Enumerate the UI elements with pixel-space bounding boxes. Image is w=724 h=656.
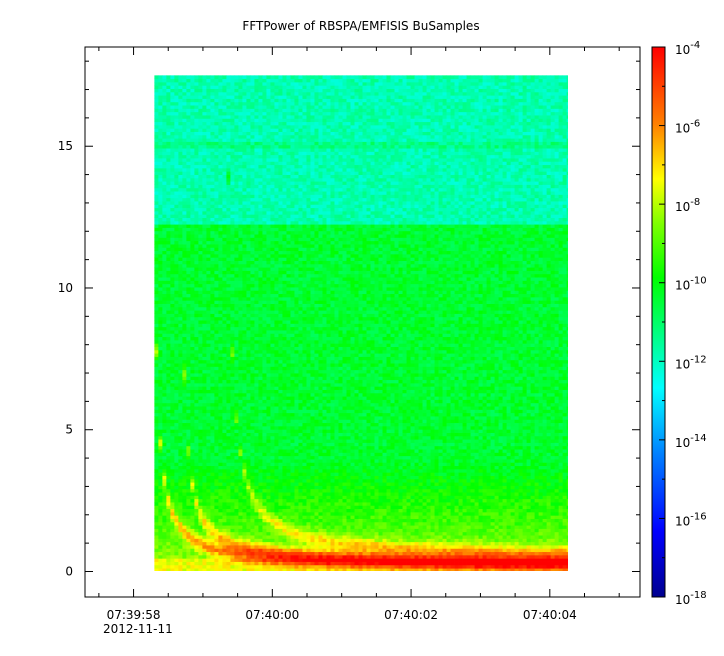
y-tick-label: 10	[58, 281, 73, 295]
plot-frame	[84, 46, 641, 598]
y-axis: 0 5 10 15	[58, 60, 640, 578]
colorbar-tick-label: 10-10	[675, 276, 707, 293]
colorbar-tick-label: 10-14	[675, 433, 707, 450]
colorbar-tick-label: 10-6	[675, 119, 700, 136]
x-tick-label: 07:40:00	[245, 608, 299, 622]
colorbar-tick-label: 10-8	[675, 197, 700, 214]
x-tick-label: 07:39:58	[107, 608, 161, 622]
x-tick-label: 07:40:04	[523, 608, 577, 622]
colorbar-axis: 10-4 10-6 10-8 10-10 10-12 10-14 10-16 10-18	[659, 40, 707, 607]
colorbar-tick-label: 10-4	[675, 40, 700, 57]
colorbar-tick-label: 10-16	[675, 511, 707, 528]
spectrogram-image	[154, 75, 568, 571]
y-tick-label: 15	[58, 139, 73, 153]
chart-title: FFTPower of RBSPA/EMFISIS BuSamples	[242, 19, 479, 33]
colorbar-tick-label: 10-12	[675, 354, 707, 371]
x-axis: 07:39:58 07:40:00 07:40:02 07:40:04	[98, 47, 620, 622]
x-tick-label: 07:40:02	[384, 608, 438, 622]
y-tick-label: 0	[65, 564, 73, 578]
x-date-label: 2012-11-11	[103, 622, 173, 636]
colorbar-tick-label: 10-18	[675, 590, 707, 607]
y-tick-label: 5	[65, 423, 73, 437]
